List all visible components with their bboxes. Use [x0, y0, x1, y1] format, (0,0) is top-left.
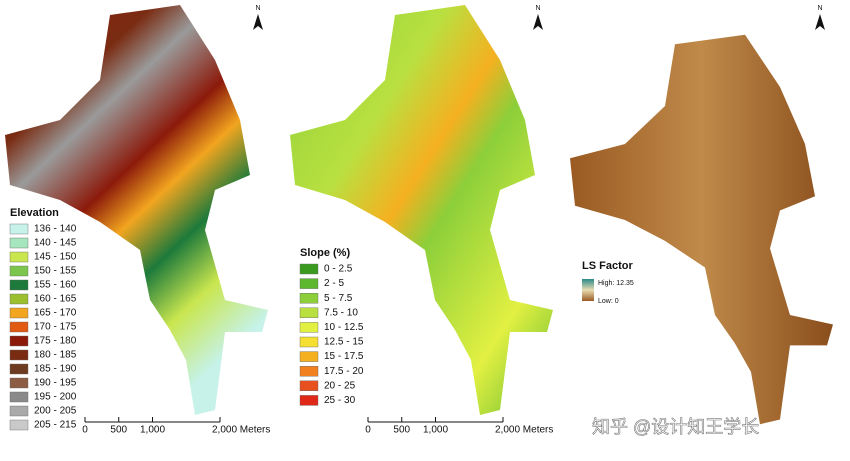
legend-label: 20 - 25 — [324, 380, 356, 391]
north-arrow — [253, 14, 263, 30]
scale-label: 500 — [393, 425, 410, 436]
legend-label: 5 - 7.5 — [324, 293, 353, 304]
north-label: N — [255, 5, 260, 12]
legend-swatch — [9, 349, 29, 361]
legend-title: Elevation — [10, 207, 59, 219]
scale-label: 2,000 Meters — [495, 425, 553, 436]
legend-label: 160 - 165 — [34, 294, 77, 305]
legend-label: 200 - 205 — [34, 406, 77, 417]
scale-label: 0 — [365, 425, 371, 436]
legend-label: 185 - 190 — [34, 364, 77, 375]
north-label: N — [817, 5, 822, 12]
scale-label: 0 — [82, 425, 88, 436]
legend-swatch — [9, 405, 29, 417]
legend-label: 2 - 5 — [324, 278, 344, 289]
legend-swatch — [9, 251, 29, 263]
legend-swatch — [299, 307, 319, 318]
watermark: 知乎 @设计知王学长 — [592, 417, 759, 437]
legend-swatch — [9, 279, 29, 291]
legend-label: 0 - 2.5 — [324, 264, 353, 275]
legend-label: 10 - 12.5 — [324, 322, 364, 333]
legend-label: 140 - 145 — [34, 238, 77, 249]
legend-title: Slope (%) — [300, 247, 350, 259]
legend-swatch — [299, 395, 319, 406]
legend-swatch — [9, 293, 29, 305]
legend-label: 12.5 - 15 — [324, 337, 364, 348]
legend-label: 15 - 17.5 — [324, 351, 364, 362]
legend-swatch — [9, 237, 29, 249]
legend-swatch — [9, 223, 29, 235]
legend-title: LS Factor — [582, 260, 633, 272]
legend-label: 136 - 140 — [34, 224, 77, 235]
legend-label: 155 - 160 — [34, 280, 77, 291]
legend-swatch — [299, 351, 319, 362]
north-arrow — [533, 14, 543, 30]
legend-swatch — [299, 336, 319, 348]
legend-swatch — [9, 321, 29, 333]
ls-ramp — [582, 279, 594, 301]
legend-swatch — [9, 377, 29, 389]
legend-swatch — [299, 293, 319, 304]
legend-label: 175 - 180 — [34, 336, 77, 347]
ls-high: High: 12.35 — [598, 280, 634, 287]
legend-label: 145 - 150 — [34, 252, 77, 263]
north-arrow — [815, 14, 825, 30]
legend-label: 205 - 215 — [34, 420, 77, 431]
scale-label: 500 — [110, 425, 127, 436]
ls-low: Low: 0 — [598, 298, 619, 305]
legend-swatch — [299, 380, 319, 391]
scale-label: 2,000 Meters — [212, 425, 270, 436]
legend-swatch — [9, 419, 29, 431]
legend-swatch — [299, 278, 319, 289]
legend-swatch — [9, 335, 29, 347]
legend-swatch — [299, 366, 319, 377]
legend-label: 180 - 185 — [34, 350, 77, 361]
ls-factor-map — [570, 34, 833, 425]
legend-label: 17.5 - 20 — [324, 366, 364, 377]
north-label: N — [535, 5, 540, 12]
legend-swatch — [9, 307, 29, 319]
legend-label: 165 - 170 — [34, 308, 77, 319]
legend-label: 190 - 195 — [34, 378, 77, 389]
legend-label: 7.5 - 10 — [324, 307, 358, 318]
legend-swatch — [9, 265, 29, 277]
legend-label: 150 - 155 — [34, 266, 77, 277]
legend-swatch — [299, 322, 319, 333]
legend-label: 195 - 200 — [34, 392, 77, 403]
legend-swatch — [299, 263, 319, 275]
legend-label: 25 - 30 — [324, 395, 356, 406]
legend-swatch — [9, 391, 29, 403]
legend-label: 170 - 175 — [34, 322, 77, 333]
legend-swatch — [9, 363, 29, 375]
scale-label: 1,000 — [140, 425, 165, 436]
scale-label: 1,000 — [423, 425, 448, 436]
